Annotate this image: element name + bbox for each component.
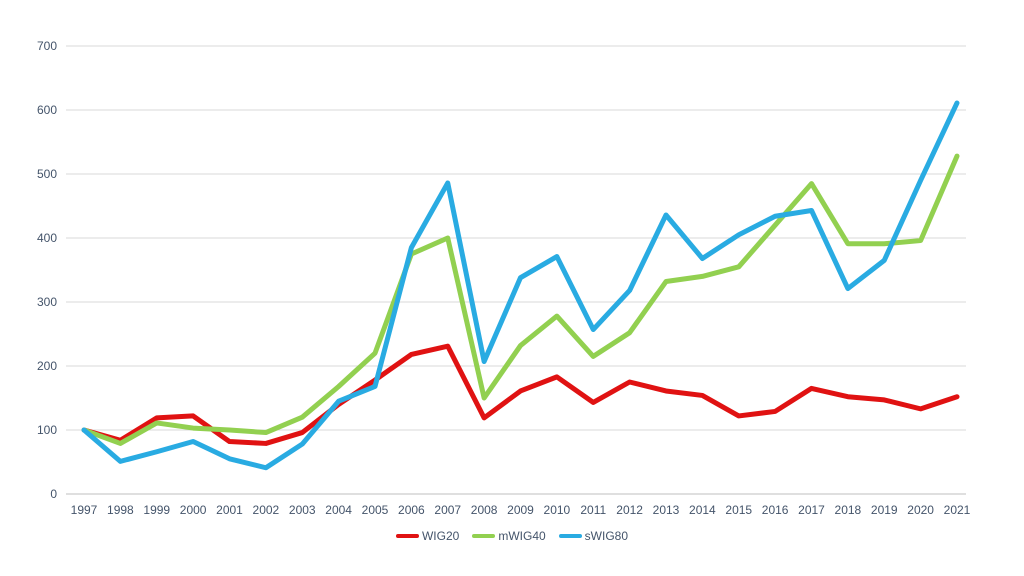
series-line-mwig40 — [81, 153, 960, 446]
y-tick-label: 700 — [36, 39, 57, 53]
x-tick-label: 2021 — [943, 503, 971, 517]
x-tick-label: 2004 — [325, 503, 352, 517]
x-tick-label: 2014 — [689, 503, 716, 517]
x-tick-label: 2001 — [216, 503, 243, 517]
x-tick-label: 2012 — [616, 503, 643, 517]
y-tick-label: 100 — [36, 423, 57, 437]
swig80-line-marker — [558, 533, 582, 539]
x-tick-label: 2013 — [652, 503, 680, 517]
legend-label-mwig40: mWIG40 — [498, 529, 546, 543]
x-tick-label: 2015 — [725, 503, 753, 517]
legend: WIG20 mWIG40 sWIG80 — [0, 529, 1024, 543]
x-tick-label: 2005 — [361, 503, 389, 517]
legend-label-swig80: sWIG80 — [584, 529, 629, 543]
x-tick-label: 2010 — [543, 503, 571, 517]
x-tick-label: 2006 — [398, 503, 425, 517]
series-line-swig80 — [81, 100, 960, 471]
y-tick-label: 400 — [36, 231, 57, 245]
x-tick-label: 2003 — [288, 503, 316, 517]
wig20-line-marker — [395, 533, 419, 539]
x-tick-label: 2002 — [252, 503, 280, 517]
legend-item-mwig40: mWIG40 — [472, 529, 546, 543]
x-tick-label: 2008 — [470, 503, 498, 517]
x-tick-label: 2009 — [507, 503, 534, 517]
x-tick-label: 2011 — [580, 503, 607, 517]
x-tick-label: 2019 — [870, 503, 898, 517]
series-line-wig20 — [81, 343, 960, 446]
y-tick-label: 0 — [50, 487, 57, 501]
series-lines — [81, 100, 960, 471]
x-tick-label: 2020 — [907, 503, 934, 517]
x-tick-label: 2016 — [761, 503, 789, 517]
x-tick-label: 2000 — [179, 503, 207, 517]
x-tick-label: 1998 — [107, 503, 134, 517]
legend-label-wig20: WIG20 — [421, 529, 460, 543]
mwig40-line-marker — [472, 533, 496, 539]
y-tick-label: 300 — [36, 295, 57, 309]
y-tick-label: 600 — [36, 103, 57, 117]
legend-item-swig80: sWIG80 — [558, 529, 629, 543]
y-tick-label: 200 — [36, 359, 57, 373]
x-tick-label: 2007 — [434, 503, 462, 517]
x-tick-label: 1997 — [70, 503, 98, 517]
y-tick-label: 500 — [36, 167, 57, 181]
x-tick-label: 1999 — [143, 503, 171, 517]
x-tick-label: 2018 — [834, 503, 862, 517]
x-tick-label: 2017 — [798, 503, 825, 517]
legend-item-wig20: WIG20 — [395, 529, 460, 543]
